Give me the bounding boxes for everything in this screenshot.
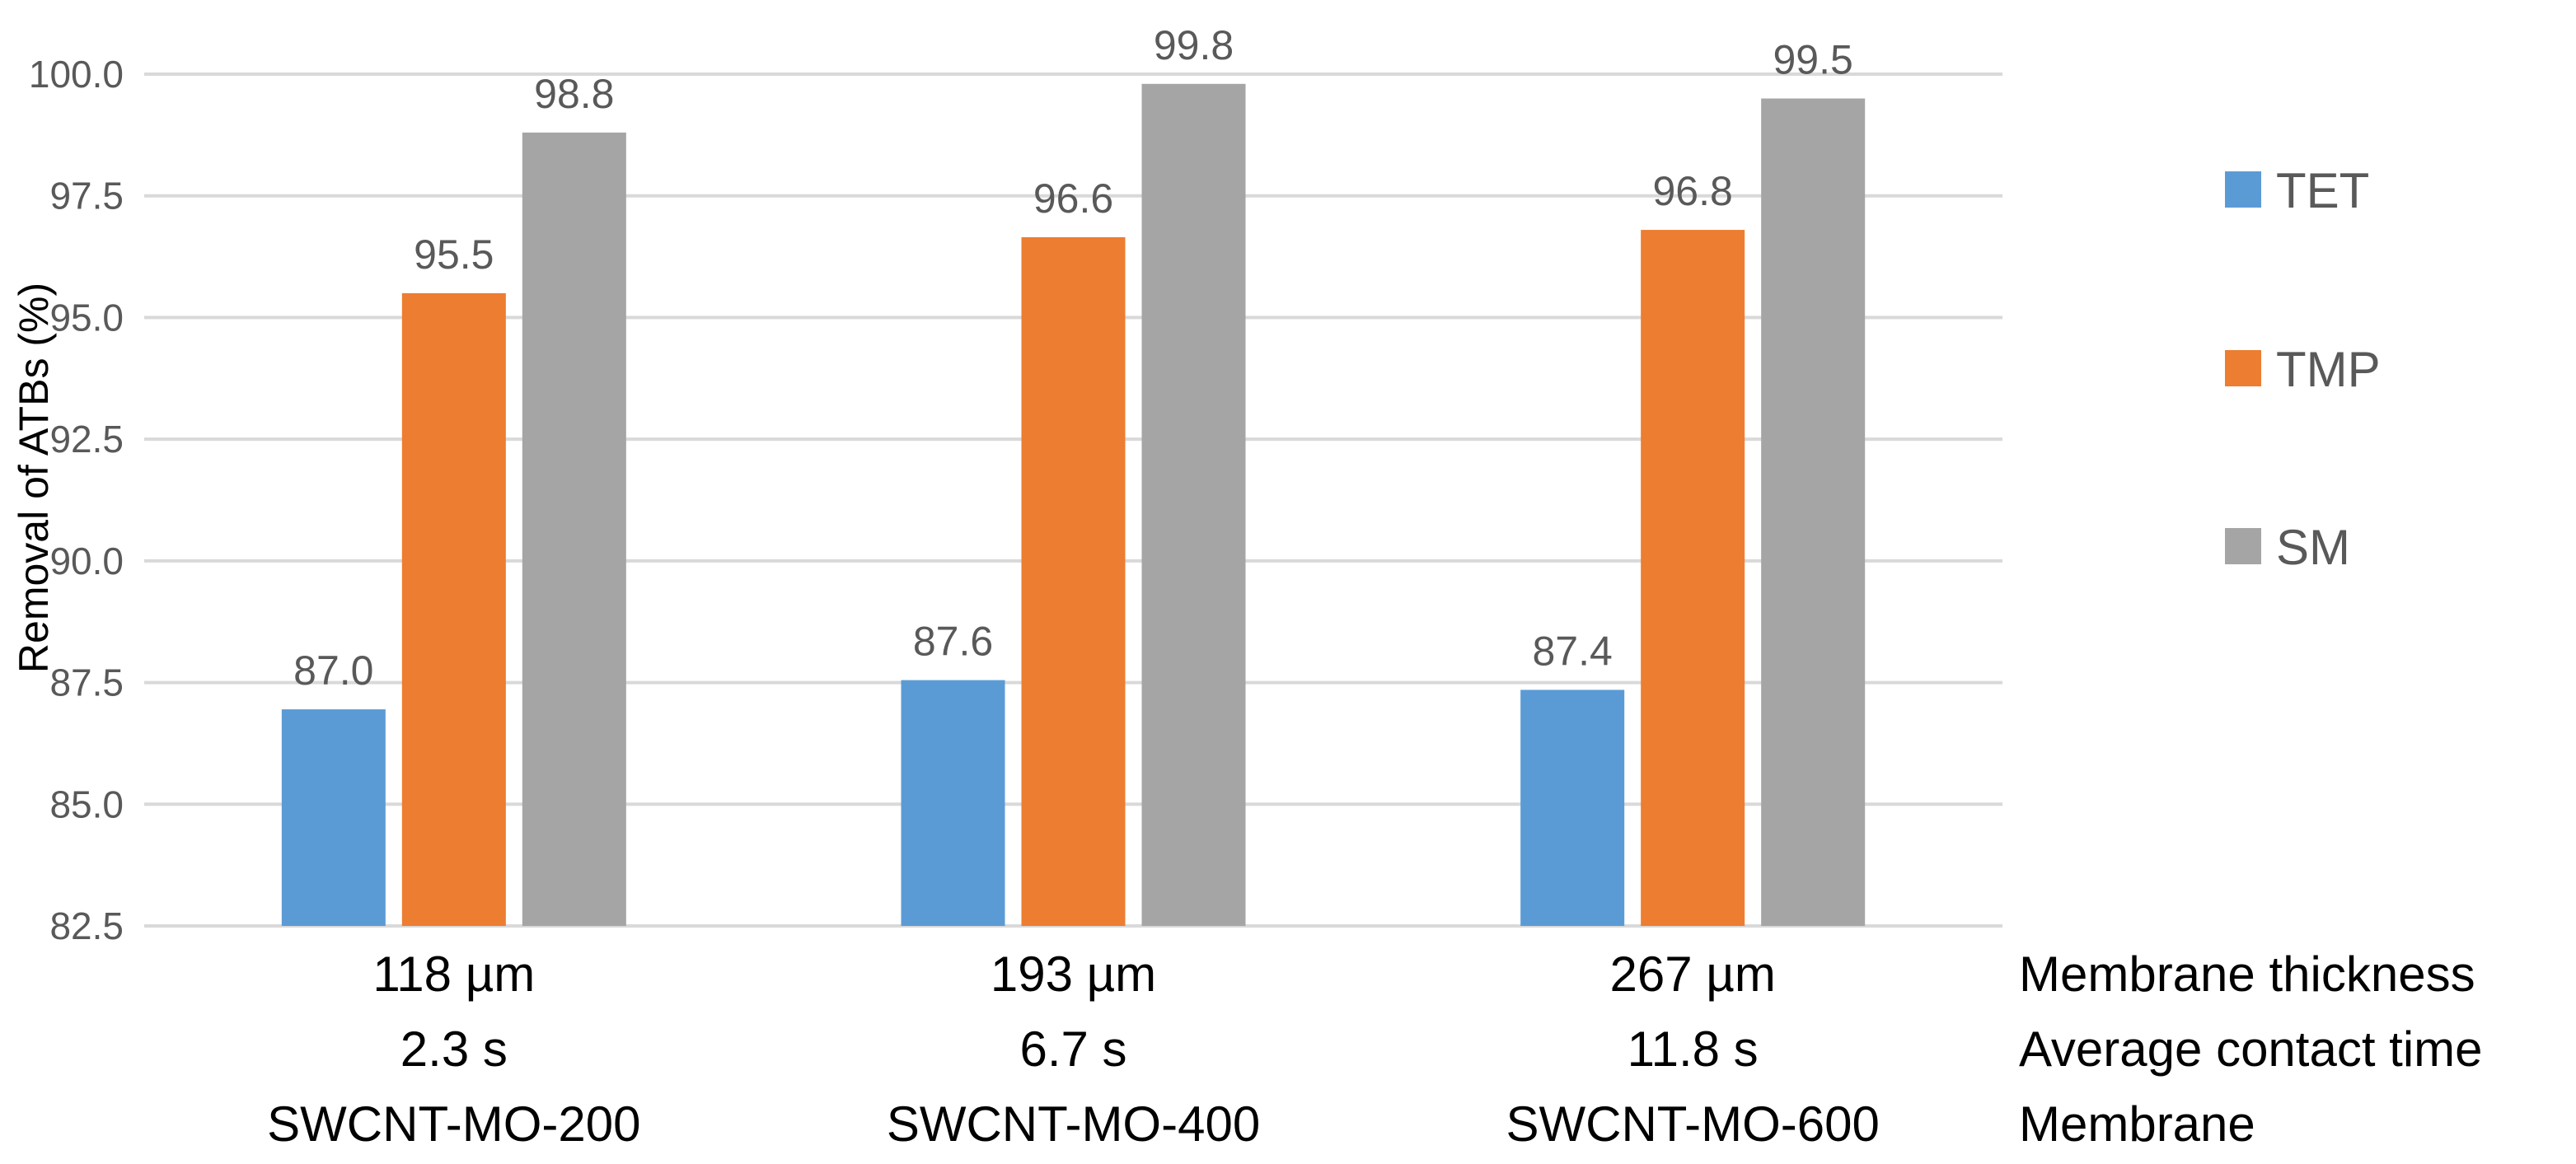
legend: TET TMP SM	[2225, 163, 2381, 575]
legend-swatch-tmp	[2225, 350, 2261, 386]
row-label: Membrane thickness	[2019, 947, 2475, 1002]
data-label: 87.4	[1533, 628, 1613, 674]
legend-label-tet: TET	[2276, 163, 2369, 218]
y-tick-label: 90.0	[49, 540, 124, 582]
category-label: SWCNT-MO-600	[1506, 1096, 1879, 1152]
data-labels: 87.0 95.5 98.8 87.6 96.6 99.8 87.4 96.8 99.5	[293, 22, 1853, 694]
data-label: 96.8	[1653, 168, 1733, 214]
data-label: 98.8	[534, 71, 614, 117]
bar-sm	[1761, 98, 1866, 927]
data-label: 87.6	[913, 619, 993, 665]
legend-label-sm: SM	[2276, 520, 2350, 575]
legend-label-tmp: TMP	[2276, 342, 2381, 397]
category-label: SWCNT-MO-400	[887, 1096, 1260, 1152]
row-label: Average contact time	[2019, 1021, 2483, 1077]
category-labels: 118 µm 2.3 s SWCNT-MO-200 193 µm 6.7 s SWCNT-…	[267, 947, 1880, 1152]
bar-tmp	[401, 292, 506, 926]
legend-swatch-sm	[2225, 528, 2261, 564]
y-tick-labels: 82.5 85.0 87.5 90.0 92.5 95.0 97.5 100.0	[29, 53, 124, 947]
y-tick-label: 92.5	[49, 418, 124, 460]
category-label: SWCNT-MO-200	[267, 1096, 640, 1152]
category-label: 2.3 s	[400, 1021, 508, 1077]
bar-tmp	[1641, 230, 1745, 926]
data-label: 87.0	[293, 647, 373, 694]
y-tick-label: 82.5	[49, 905, 124, 947]
bar-tmp	[1021, 236, 1126, 926]
row-labels: Membrane thickness Average contact time Me…	[2019, 947, 2483, 1152]
data-label: 95.5	[414, 231, 494, 278]
data-label: 99.8	[1154, 22, 1234, 68]
y-axis-label: Removal of ATBs (%)	[11, 283, 57, 673]
category-label: 118 µm	[372, 947, 535, 1002]
category-label: 267 µm	[1610, 947, 1776, 1002]
bar-tet	[901, 680, 1005, 926]
bars	[281, 83, 1866, 927]
data-label: 96.6	[1033, 175, 1113, 222]
bar-sm	[522, 132, 626, 927]
category-label: 193 µm	[991, 947, 1156, 1002]
category-label: 11.8 s	[1628, 1021, 1759, 1077]
bar-tet	[281, 709, 386, 926]
y-tick-label: 95.0	[49, 296, 124, 339]
legend-swatch-tet	[2225, 171, 2261, 208]
bar-sm	[1141, 83, 1246, 927]
row-label: Membrane	[2019, 1096, 2255, 1152]
y-tick-label: 85.0	[49, 783, 124, 825]
y-tick-label: 100.0	[29, 53, 124, 96]
category-label: 6.7 s	[1019, 1021, 1126, 1077]
bar-tet	[1520, 690, 1625, 926]
y-tick-label: 97.5	[49, 175, 124, 217]
y-tick-label: 87.5	[49, 661, 124, 704]
data-label: 99.5	[1773, 37, 1853, 83]
